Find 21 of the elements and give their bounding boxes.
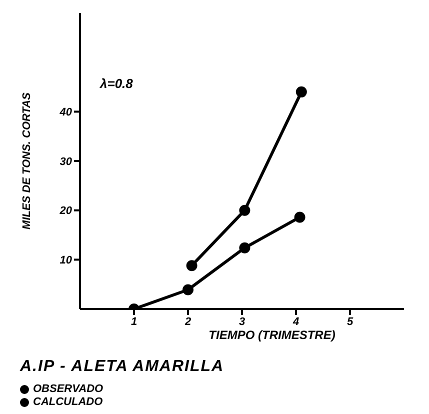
point: [186, 260, 198, 272]
x-tick-label: 2: [184, 316, 192, 328]
y-tick-label: 40: [58, 106, 73, 119]
x-tick-label: 1: [130, 316, 138, 328]
legend-label: OBSERVADO: [33, 383, 104, 395]
annotation: λ=0.8: [99, 76, 134, 91]
point: [294, 212, 306, 223]
point: [182, 284, 194, 296]
point: [239, 242, 250, 254]
point: [296, 86, 307, 98]
y-axis-title: MILES DE TONS. CORTAS: [20, 92, 33, 230]
point: [239, 204, 250, 216]
x-tick-label: 3: [238, 316, 246, 328]
x-tick-label: 5: [346, 316, 354, 328]
legend-label: CALCULADO: [33, 396, 103, 408]
y-tick-label: 30: [60, 156, 73, 168]
x-tick-label: 4: [292, 316, 300, 328]
text: A.IP - ALETA AMARILLA: [20, 358, 224, 376]
y-tick-label: 20: [58, 205, 73, 218]
x-axis-title: TIEMPO (TRIMESTRE): [208, 328, 336, 342]
y-tick-label: 10: [60, 254, 73, 267]
